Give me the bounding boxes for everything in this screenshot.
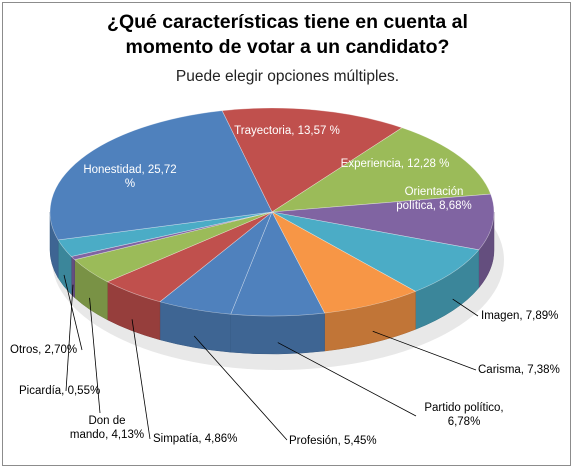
chart-title: ¿Qué características tiene en cuenta al … [0,10,575,60]
slice-side-5 [230,312,325,355]
slice-label-imagen: Imagen, 7,89% [481,310,559,322]
leader-line-3 [452,298,479,317]
leader-line-4 [372,330,477,371]
leader-line-10 [63,274,83,351]
slice-label-profesion: Profesión, 5,45% [289,435,377,447]
leader-line-9 [65,284,74,392]
slice-2 [271,193,495,251]
slice-label-simpatia: Simpatía, 4,86% [153,433,238,445]
slice-label-orientacion: Orientación política, 8,68% [396,186,472,212]
slice-label-carisma: Carisma, 7,38% [478,364,560,376]
chart-title-line-2: momento de votar a un candidato? [125,36,450,58]
leader-line-7 [131,319,151,440]
leader-line-5 [277,342,417,417]
slice-11 [49,110,273,241]
slice-label-trayectoria: Trayectoria, 13,57 % [234,125,340,137]
slice-1 [271,127,492,213]
slice-label-experiencia: Experiencia, 12,28 % [340,158,450,170]
chart-title-line-1: ¿Qué características tiene en cuenta al [107,11,468,33]
slice-label-otros: Otros, 2,70% [10,344,78,356]
slice-side-9 [71,255,75,299]
chart-subtitle: Puede elegir opciones múltiples. [175,68,400,85]
leader-line-6 [193,335,288,441]
slice-0 [221,107,403,213]
slice-label-honestidad: Honestidad, 25,72 % [83,164,177,190]
slice-label-partido: Partido político, 6,78% [424,402,504,428]
slice-4 [271,211,417,314]
leader-line-8 [89,297,101,414]
slice-label-picardia: Picardía, 0,55% [19,385,101,397]
slice-label-don-de-mando: Don de mando, 4,13% [69,415,145,441]
slice-3 [271,211,480,292]
